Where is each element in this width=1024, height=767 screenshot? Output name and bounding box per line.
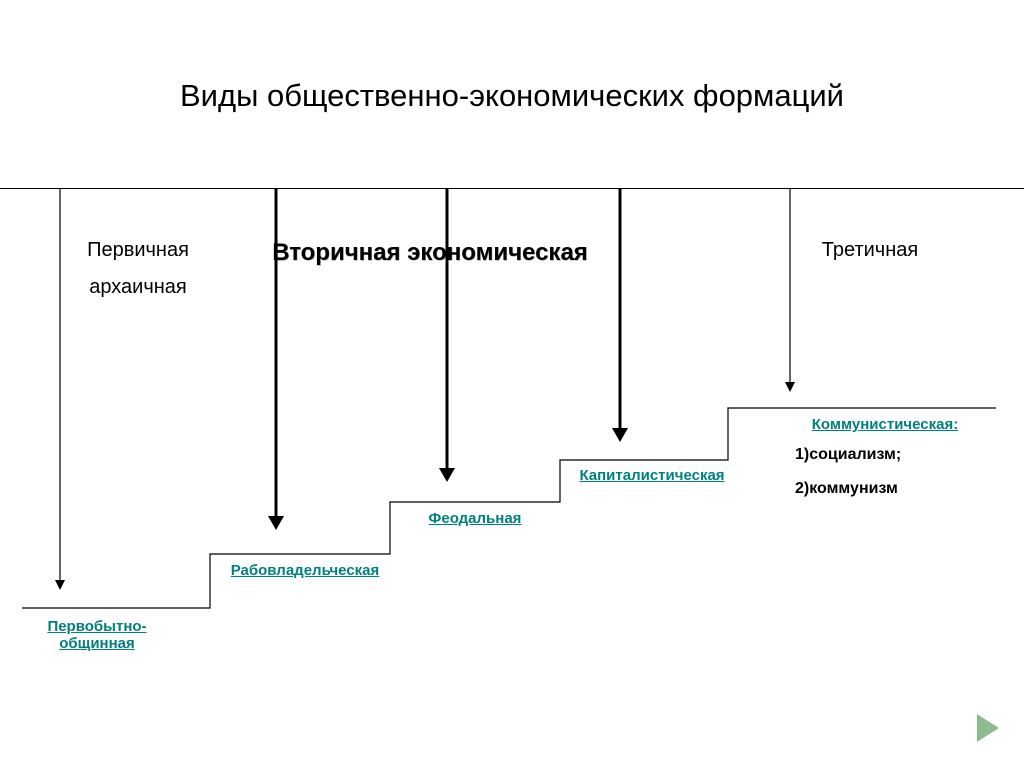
step-label-4[interactable]: Коммунистическая:	[785, 416, 985, 433]
category-tertiary: Третичная	[800, 239, 940, 262]
category-primary-line2: архаичная	[68, 276, 208, 299]
staircase-line	[22, 408, 996, 608]
step-label-2[interactable]: Феодальная	[395, 510, 555, 527]
step-label-1[interactable]: Рабовладельческая	[215, 562, 395, 579]
subitem-1: 2)коммунизм	[795, 480, 898, 498]
step-label-0[interactable]: Первобытно-общинная	[22, 618, 172, 652]
arrowhead-4	[785, 382, 795, 392]
step-label-3[interactable]: Капиталистическая	[562, 467, 742, 484]
next-slide-button[interactable]	[977, 714, 999, 742]
category-secondary: Вторичная экономическая	[250, 239, 610, 267]
arrowhead-3	[612, 428, 628, 442]
arrowhead-1	[268, 516, 284, 530]
category-primary: Первичная архаичная	[68, 239, 208, 299]
top-horizontal-line	[0, 188, 1024, 189]
subitem-0: 1)социализм;	[795, 446, 901, 464]
category-primary-line1: Первичная	[68, 239, 208, 262]
page-title: Виды общественно-экономических формаций	[0, 78, 1024, 114]
arrowhead-0	[55, 580, 65, 590]
arrowhead-2	[439, 468, 455, 482]
